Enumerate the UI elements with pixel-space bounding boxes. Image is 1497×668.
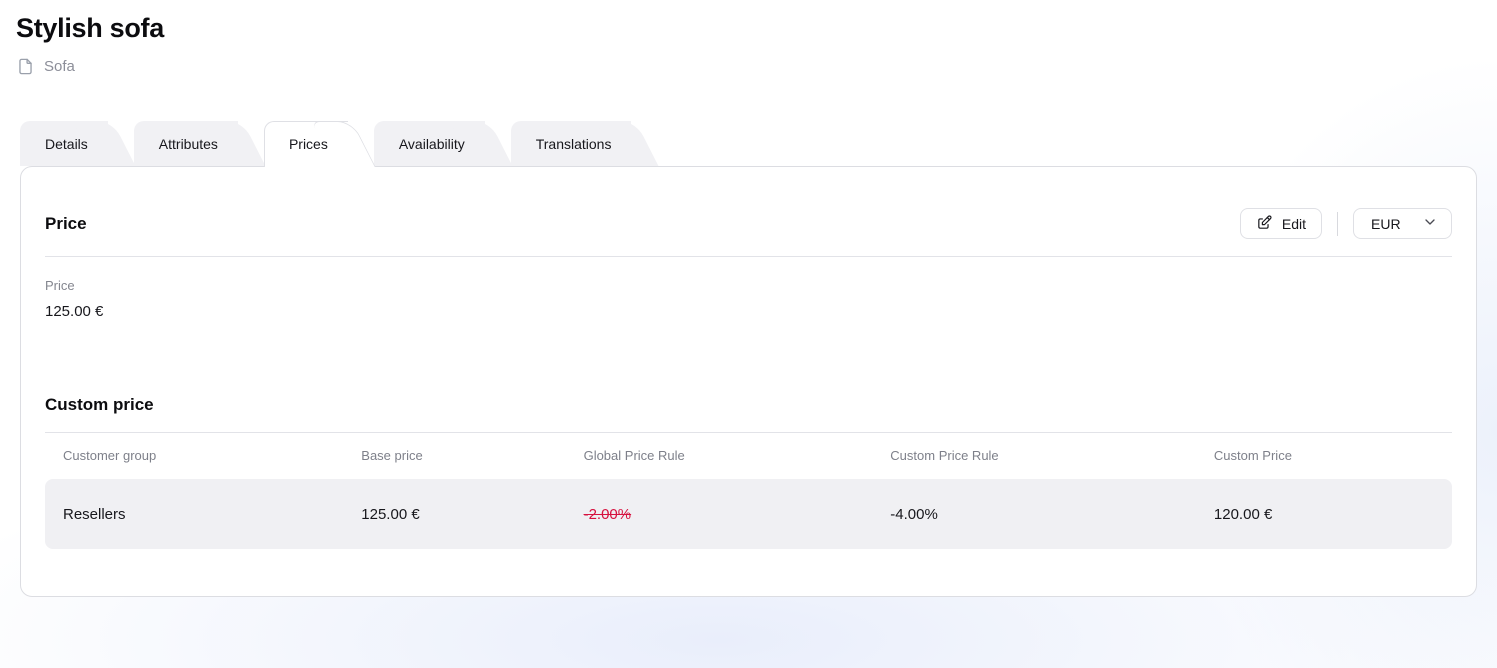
custom-price-title: Custom price	[45, 395, 154, 414]
cell-custom-price-rule: -4.00%	[890, 505, 938, 523]
column-header-custom-price-rule: Custom Price Rule	[890, 448, 999, 463]
price-section-title: Price	[45, 213, 87, 233]
custom-price-divider	[45, 432, 1452, 433]
tab-attributes[interactable]: Attributes	[133, 121, 239, 166]
page-title: Stylish sofa	[16, 13, 164, 43]
currency-dropdown[interactable]: EUR	[1353, 208, 1452, 239]
price-section-divider	[45, 256, 1452, 257]
price-field-value: 125.00 €	[45, 303, 104, 320]
prices-card: Price Edit EUR	[20, 166, 1477, 597]
tab-bar: Details Attributes Prices Availability T…	[20, 120, 1497, 167]
tab-details[interactable]: Details	[20, 121, 108, 166]
edit-button-label: Edit	[1281, 215, 1306, 232]
table-row: Resellers 125.00 € -2.00% -4.00% 120.00 …	[45, 479, 1452, 549]
edit-button[interactable]: Edit	[1239, 208, 1322, 239]
chevron-down-icon	[1422, 214, 1438, 233]
cell-base-price: 125.00 €	[361, 505, 420, 523]
tab-prices[interactable]: Prices	[263, 121, 348, 167]
column-header-base-price: Base price	[361, 448, 423, 463]
page-header: Stylish sofa Sofa	[0, 0, 1497, 76]
price-field: Price 125.00 €	[45, 278, 1452, 320]
column-header-global-price-rule: Global Price Rule	[583, 448, 685, 463]
tab-availability[interactable]: Availability	[373, 121, 485, 166]
price-section-header: Price Edit EUR	[45, 208, 1452, 239]
cell-custom-price: 120.00 €	[1213, 505, 1273, 523]
currency-selected-value: EUR	[1371, 215, 1401, 232]
file-icon	[16, 57, 35, 76]
price-field-label: Price	[45, 278, 75, 293]
cell-customer-group: Resellers	[63, 505, 126, 523]
custom-price-table-header: Customer group Base price Global Price R…	[45, 433, 1452, 479]
controls-divider	[1337, 211, 1338, 236]
breadcrumb: Sofa	[16, 57, 1481, 76]
cell-global-price-rule: -2.00%	[583, 505, 632, 523]
tab-translations[interactable]: Translations	[510, 121, 632, 166]
column-header-customer-group: Customer group	[63, 448, 157, 463]
pencil-square-icon	[1256, 214, 1273, 234]
column-header-custom-price: Custom Price	[1213, 448, 1292, 463]
price-section-controls: Edit EUR	[1239, 208, 1452, 239]
custom-price-section: Custom price Customer group Base price G…	[45, 395, 1452, 549]
breadcrumb-label: Sofa	[44, 58, 75, 75]
